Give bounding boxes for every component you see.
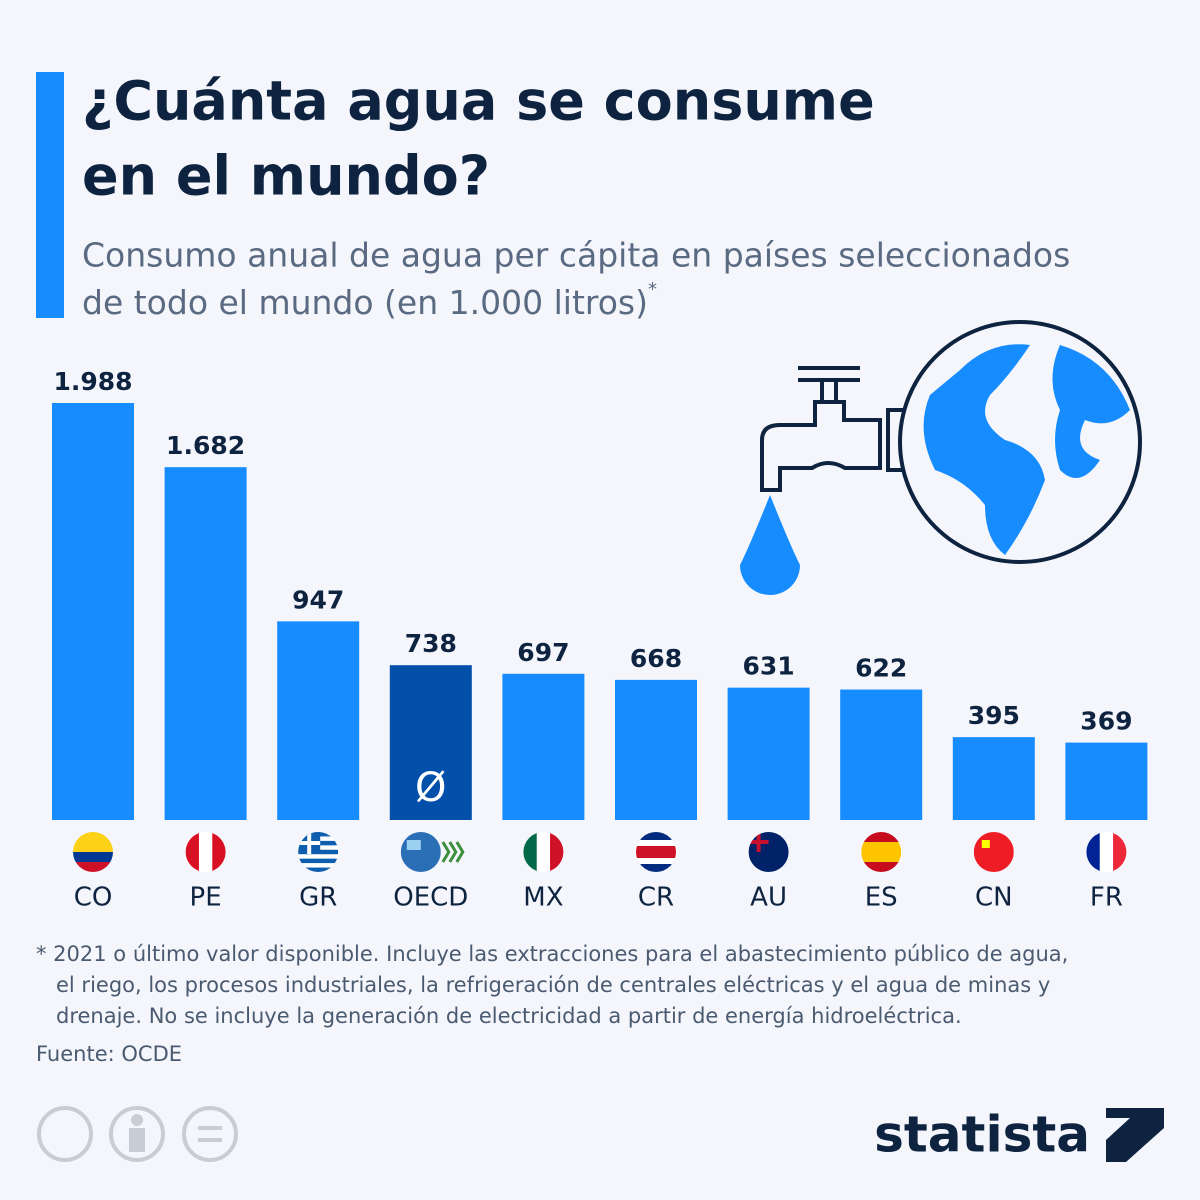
brand: statista [874, 1106, 1090, 1164]
brand-icon [1106, 1108, 1164, 1162]
flag [298, 832, 339, 872]
category-label: CR [638, 883, 674, 913]
flag-part [198, 832, 213, 872]
category-label: CN [975, 883, 1013, 913]
flag-part [1099, 832, 1114, 872]
bar [727, 687, 810, 820]
flag-part [550, 832, 564, 872]
flag-part [406, 840, 421, 850]
footnote-line: * 2021 o último valor disponible. Incluy… [36, 942, 1068, 966]
category-label: MX [523, 883, 563, 913]
category-label: AU [750, 883, 787, 913]
bar [389, 665, 472, 820]
flag-part [636, 858, 676, 864]
subtitle-text: de todo el mundo (en 1.000 litros) [82, 283, 648, 322]
average-symbol: Ø [415, 765, 446, 811]
subtitle-line: Consumo anual de agua per cápita en país… [82, 236, 1070, 275]
source: Fuente: OCDE [36, 1042, 182, 1066]
category-label: CO [74, 883, 113, 913]
flag-part [298, 863, 339, 868]
value-label: 1.988 [53, 367, 132, 396]
flag [523, 832, 564, 872]
flag-part [73, 852, 113, 862]
flag-part [748, 832, 789, 872]
flag-part [1113, 832, 1127, 872]
flag-part [636, 846, 676, 858]
flag-part [73, 832, 113, 852]
title-line: en el mundo? [82, 145, 490, 208]
flag-part [861, 862, 902, 872]
flag-part [523, 832, 538, 872]
flag-part [636, 840, 676, 846]
value-label: 622 [855, 654, 907, 683]
value-label: 631 [743, 652, 795, 681]
title-accent [36, 72, 64, 318]
title-line: ¿Cuánta agua se consume [82, 70, 875, 133]
category-label: FR [1090, 883, 1123, 913]
flag-part [298, 867, 339, 872]
bar [277, 621, 360, 820]
flag-part [861, 842, 902, 862]
flag [1086, 832, 1127, 872]
flag-part [73, 862, 113, 872]
value-label: 369 [1080, 707, 1132, 736]
value-label: 947 [292, 585, 344, 614]
bar [164, 467, 247, 820]
flag [636, 832, 676, 872]
flag [73, 832, 113, 872]
license-icons [37, 1106, 238, 1162]
footnote-line: drenaje. No se incluye la generación de … [56, 1004, 962, 1028]
flag-part [636, 832, 676, 840]
value-label: 1.682 [166, 431, 245, 460]
flag-part [1086, 832, 1101, 872]
value-label: 395 [968, 701, 1020, 730]
flag [400, 832, 441, 872]
flag [973, 832, 1014, 872]
value-label: 668 [630, 644, 682, 673]
flag-part [756, 832, 761, 852]
value-label: 697 [517, 638, 569, 667]
category-label: GR [299, 883, 337, 913]
bar [840, 689, 923, 820]
oecd-chevrons [441, 841, 465, 863]
bar [615, 679, 697, 820]
tap-illustration [740, 320, 1142, 595]
value-label: 738 [405, 629, 457, 658]
category-label: OECD [393, 883, 468, 913]
flag-part [636, 864, 676, 872]
bar [52, 403, 134, 820]
flag-part [400, 832, 441, 872]
category-label: PE [190, 883, 222, 913]
flag-part [298, 858, 339, 864]
flag-part [212, 832, 226, 872]
flag-part [981, 840, 990, 848]
flag-part [973, 832, 1014, 872]
category-label: ES [865, 883, 898, 913]
flag-part [298, 854, 339, 859]
footnote-line: el riego, los procesos industriales, la … [56, 973, 1050, 997]
flag-part [861, 832, 902, 842]
flag-part [298, 841, 321, 845]
subtitle-marker: * [648, 279, 657, 300]
flag [185, 832, 226, 872]
flag-part [185, 832, 200, 872]
bar [1065, 742, 1148, 820]
flag-part [536, 832, 551, 872]
bar [952, 737, 1035, 820]
flag [748, 832, 789, 872]
flag [861, 832, 902, 872]
bar [502, 673, 585, 820]
subtitle-line: de todo el mundo (en 1.000 litros)* [82, 279, 657, 322]
